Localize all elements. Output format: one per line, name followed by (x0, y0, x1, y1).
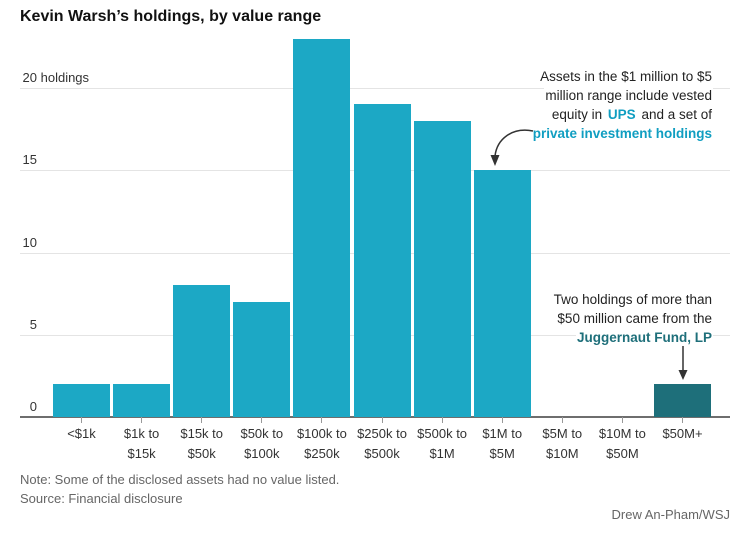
x-axis-tick-label: $250k to $500k (337, 424, 427, 464)
source-text: Source: Financial disclosure (20, 491, 183, 506)
x-axis-tick-label: $1M to $5M (457, 424, 547, 464)
bar-100k-to-250k (293, 38, 351, 417)
annotation-text: and a set of (636, 107, 713, 122)
x-axis-tick-label: $5M to $10M (517, 424, 607, 464)
x-axis-tick-label: $50M+ (638, 424, 728, 444)
y-axis-tick-label: 10 (20, 235, 37, 251)
y-axis-tick-label: 5 (20, 317, 37, 333)
x-axis-tick (321, 417, 323, 423)
y-tick-number: 10 (22, 234, 37, 250)
annotation-1m-5m-range: Assets in the $1 million to $5 million ra… (531, 67, 713, 143)
x-axis-tick (381, 417, 383, 423)
x-tick-label-line: $10M (546, 446, 579, 461)
x-axis-tick-label: $10M to $50M (577, 424, 667, 464)
x-axis-tick (441, 417, 443, 423)
annotation-text: Two holdings of more than (552, 292, 713, 307)
annotation-line: Juggernaut Fund, LP (553, 328, 713, 347)
x-tick-label-line: $1M (429, 446, 455, 461)
credit-text: Drew An-Pham/WSJ (611, 507, 730, 522)
x-axis-tick (201, 417, 203, 423)
x-axis-tick (621, 417, 623, 423)
y-tick-number: 5 (29, 316, 37, 332)
x-tick-label-line: $10M to (598, 426, 646, 441)
y-tick-number: 15 (22, 152, 37, 168)
annotation-line: million range include vested (532, 86, 713, 105)
x-axis-tick-label: $15k to $50k (157, 424, 247, 464)
x-tick-label-line: $15k (127, 446, 156, 461)
x-tick-label-line: $15k to (180, 426, 224, 441)
x-axis-tick (682, 417, 683, 423)
annotation-highlight-text: private investment holdings (531, 126, 713, 141)
y-tick-number: 20 (22, 70, 37, 85)
x-axis-tick (561, 417, 563, 423)
x-tick-label-line: $50k (187, 446, 216, 461)
annotation-line: $50 million came from the (553, 309, 713, 328)
annotation-text: Assets in the $1 million to $5 (539, 69, 713, 84)
y-axis-unit-label: holdings (37, 70, 90, 85)
annotation-text: equity in (550, 107, 607, 122)
x-axis-tick-label: $500k to $1M (397, 424, 487, 464)
x-tick-label-line: $100k (244, 446, 280, 461)
x-axis-tick-label: <$1k (37, 424, 127, 444)
bar-1k-to-15k (113, 384, 171, 417)
x-tick-label-line: $500k (364, 446, 400, 461)
y-axis-tick-label: 0 (20, 399, 37, 415)
x-tick-label-line: $5M (489, 446, 515, 461)
bar-250k-to-500k (353, 104, 411, 417)
chart-title: Kevin Warsh’s holdings, by value range (20, 8, 322, 25)
x-tick-label-line: $100k to (296, 426, 347, 441)
x-axis-tick-label: $50k to $100k (217, 424, 307, 464)
x-tick-label-line: <$1k (67, 426, 96, 441)
bar-50m (654, 384, 711, 417)
annotation-line: equity in UPS and a set of (532, 105, 713, 124)
x-tick-label-line: $1k to (123, 426, 160, 441)
x-axis-tick (141, 417, 143, 423)
x-axis-tick-label: $1k to $15k (97, 424, 187, 464)
x-tick-label-line: $50M+ (662, 426, 703, 441)
x-axis-tick (261, 417, 263, 423)
note-text: Note: Some of the disclosed assets had n… (20, 472, 340, 487)
x-axis-tick-label: $100k to $250k (277, 424, 367, 464)
annotation-line: Two holdings of more than (552, 290, 713, 309)
bar-1m-to-5m (473, 170, 531, 417)
x-axis-line (20, 416, 730, 418)
bar-50k-to-100k (233, 301, 291, 417)
annotation-50m-plus: Two holdings of more than $50 million cam… (552, 290, 713, 347)
x-axis-tick (501, 417, 503, 423)
x-tick-label-line: $50k to (240, 426, 284, 441)
x-tick-label-line: $50M (606, 446, 639, 461)
x-axis-tick (81, 417, 82, 423)
x-tick-label-line: $500k to (417, 426, 468, 441)
bar-500k-to-1m (413, 120, 471, 417)
y-axis-tick-label: 20 holdings (20, 70, 90, 86)
bar-15k-to-50k (173, 285, 231, 417)
annotation-line: Assets in the $1 million to $5 (532, 67, 713, 86)
bar-1k (53, 384, 110, 417)
gridline (20, 88, 730, 89)
y-tick-number: 0 (29, 399, 37, 414)
annotation-text: $50 million came from the (556, 311, 713, 326)
annotation-highlight-text: Juggernaut Fund, LP (576, 330, 713, 345)
footer-notes: Note: Some of the disclosed assets had n… (20, 470, 339, 508)
y-axis-tick-label: 15 (20, 152, 37, 168)
annotation-text: million range include vested (544, 88, 713, 103)
x-tick-label-line: $1M to (482, 426, 523, 441)
annotation-line: private investment holdings (531, 124, 713, 143)
x-tick-label-line: $250k (304, 446, 340, 461)
x-tick-label-line: $5M to (542, 426, 583, 441)
x-tick-label-line: $250k to (357, 426, 407, 441)
annotation-highlight-text: UPS (606, 107, 637, 122)
